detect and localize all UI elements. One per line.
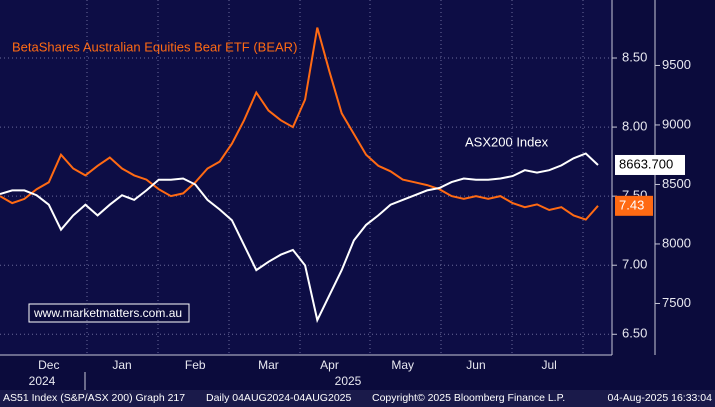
series-line (0, 27, 599, 221)
y2-tick-label: 9000 (662, 116, 691, 131)
x-tick-label: Feb (185, 358, 206, 372)
y2-tick-label: 8000 (662, 235, 691, 250)
last-value-tag (615, 195, 653, 216)
y-tick-label: 7.00 (622, 257, 647, 272)
x-tick-label: May (391, 358, 414, 372)
footer-text: AS51 Index (S&P/ASX 200) Graph 217 (3, 392, 185, 404)
x-tick-label: Mar (258, 358, 279, 372)
last-value-tag (615, 154, 685, 175)
bear-label: BetaShares Australian Equities Bear ETF … (12, 39, 297, 54)
x-tick-label: Jan (112, 358, 131, 372)
year-label: 2025 (335, 374, 362, 388)
year-label: 2024 (29, 374, 56, 388)
y2-tick-label: 8500 (662, 176, 691, 191)
y-tick-label: 6.50 (622, 326, 647, 341)
footer-bar (0, 390, 715, 407)
x-tick-label: Dec (38, 358, 59, 372)
y-tick-label: 8.50 (622, 49, 647, 64)
series-line (0, 152, 599, 324)
footer-text: 04-Aug-2025 16:33:04 (607, 392, 712, 404)
y-tick-label: 8.00 (622, 119, 647, 134)
x-tick-label: Apr (320, 358, 339, 372)
last-value-label: 7.43 (619, 197, 644, 212)
x-tick-label: Jul (542, 358, 557, 372)
watermark: www.marketmatters.com.au (33, 306, 182, 320)
y2-tick-label: 9500 (662, 57, 691, 72)
x-tick-label: Jun (466, 358, 485, 372)
last-value-label: 8663.700 (619, 156, 673, 171)
asx-label: ASX200 Index (465, 134, 549, 149)
y2-tick-label: 7500 (662, 295, 691, 310)
watermark-box (28, 303, 190, 323)
footer-text: Copyright© 2025 Bloomberg Finance L.P. (372, 392, 565, 404)
footer-text: Daily 04AUG2024-04AUG2025 (206, 392, 351, 404)
